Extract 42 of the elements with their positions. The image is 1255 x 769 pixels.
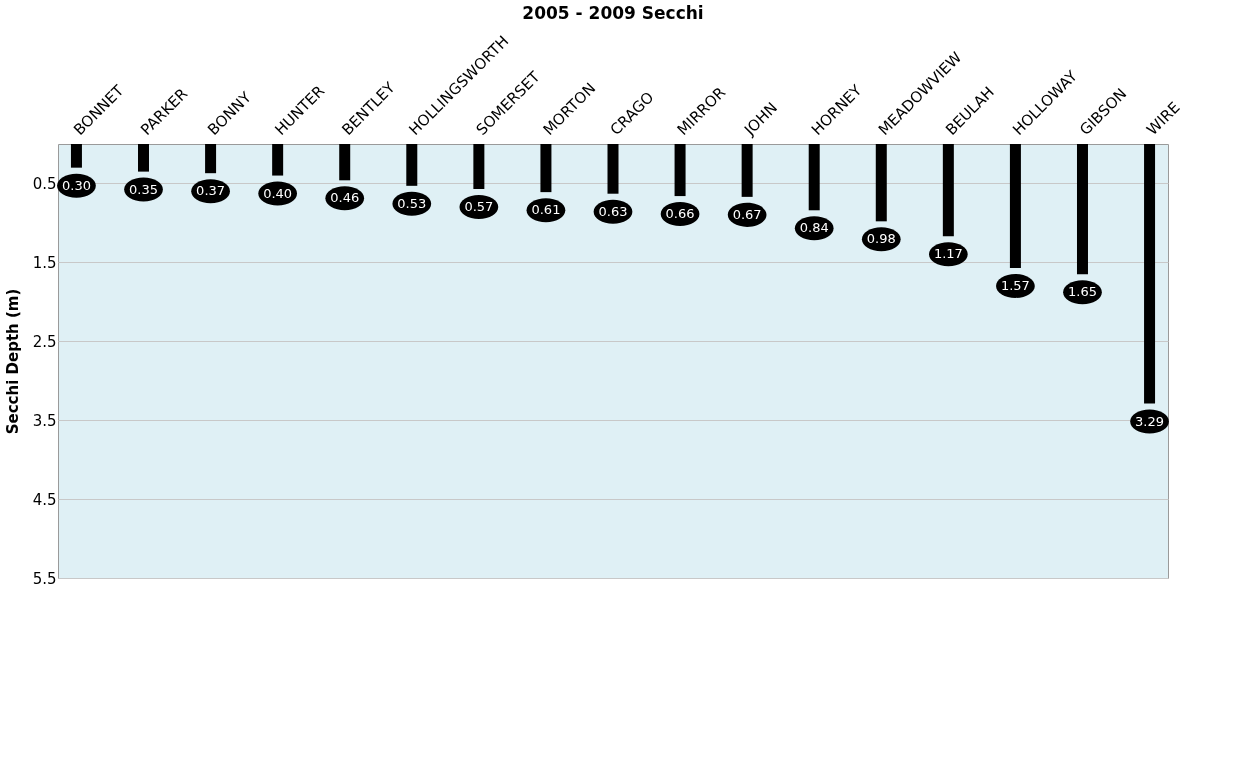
bar [205,144,217,174]
data-label: 0.30 [61,177,91,193]
bar [942,144,954,237]
y-tick-label: 5.5 [32,569,57,588]
bar [1144,144,1156,404]
data-label: 0.66 [665,206,695,222]
data-label: 0.57 [464,198,494,214]
data-label: 0.98 [866,231,896,247]
bar [1009,144,1021,268]
bar [674,144,686,197]
data-label: 1.65 [1068,284,1097,300]
y-tick-label: 2.5 [32,332,57,351]
bar [741,144,753,197]
bar [138,144,150,172]
y-tick-label: 4.5 [32,490,57,509]
data-label: 3.29 [1135,413,1165,429]
bar [339,144,351,181]
bar [272,144,284,176]
bar [70,144,82,168]
data-label: 0.63 [598,203,628,219]
bar [540,144,552,193]
data-label: 0.35 [129,181,158,197]
data-label: 0.46 [330,190,360,206]
data-label: 0.40 [263,185,293,201]
y-tick-label: 1.5 [32,253,57,272]
y-axis-title: Secchi Depth (m) [3,288,22,435]
bar [406,144,418,186]
bar [607,144,619,194]
y-tick-label: 3.5 [32,411,57,430]
data-label: 1.57 [1000,277,1030,293]
y-tick-label: 0.5 [32,174,57,193]
data-label: 0.67 [732,206,762,222]
data-label: 0.37 [196,183,226,199]
bar [473,144,485,189]
chart-title: 2005 - 2009 Secchi [522,3,704,23]
bar [1076,144,1088,275]
bar [875,144,887,222]
data-label: 0.61 [531,202,561,218]
data-label: 1.17 [933,246,963,262]
data-label: 0.53 [397,195,427,211]
bar [808,144,820,211]
data-label: 0.84 [799,220,829,236]
